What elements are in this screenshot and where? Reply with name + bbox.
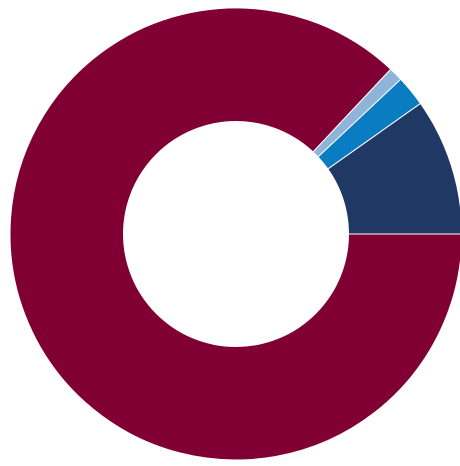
donut-hole bbox=[123, 121, 349, 347]
